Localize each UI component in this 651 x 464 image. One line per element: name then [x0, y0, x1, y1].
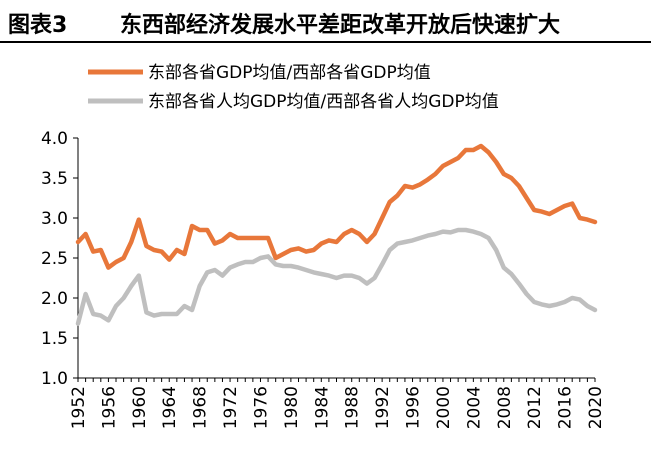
x-tick-label: 1984 [312, 386, 332, 429]
figure-title: 东西部经济发展水平差距改革开放后快速扩大 [120, 13, 561, 38]
x-tick-label: 1988 [343, 386, 363, 429]
y-tick-label: 1.0 [41, 369, 68, 389]
header-rule [0, 41, 651, 43]
legend: 东部各省GDP均值/西部各省GDP均值东部各省人均GDP均值/西部各省人均GDP… [88, 63, 499, 112]
x-tick-label: 2020 [586, 386, 606, 429]
y-tick-label: 4.0 [41, 129, 68, 149]
x-tick-label: 2016 [556, 386, 576, 429]
figure-label: 图表3 [8, 13, 68, 38]
series-line-1 [75, 143, 598, 270]
y-tick-label: 1.5 [41, 329, 68, 349]
x-tick-label: 2012 [525, 386, 545, 429]
x-tick-label: 2000 [434, 386, 454, 429]
x-tick-label: 1964 [160, 386, 180, 429]
x-tick-label: 1996 [404, 386, 424, 429]
y-tick-label: 2.5 [41, 249, 68, 269]
x-tick-label: 1956 [99, 386, 119, 429]
figure-header: 图表3 东西部经济发展水平差距改革开放后快速扩大 [0, 0, 651, 43]
x-tick-label: 1980 [282, 386, 302, 429]
x-tick-label: 1976 [251, 386, 271, 429]
x-tick-label: 1952 [69, 386, 89, 429]
x-tick-label: 2004 [464, 386, 484, 429]
tick-labels: 1.0 1.5 2.0 2.5 3.0 3.5 4.0 1952 1956 1960 1964 196… [41, 129, 606, 429]
x-tick-label: 1968 [191, 386, 211, 429]
legend-label-2: 东部各省人均GDP均值/西部各省人均GDP均值 [148, 92, 499, 112]
x-tick-label: 1972 [221, 386, 241, 429]
x-tick-label: 1992 [373, 386, 393, 429]
x-tick-label: 1960 [130, 386, 150, 429]
series-line-2 [75, 227, 598, 326]
y-tick-label: 2.0 [41, 289, 68, 309]
y-tick-label: 3.0 [41, 209, 68, 229]
y-tick-label: 3.5 [41, 169, 68, 189]
legend-label-1: 东部各省GDP均值/西部各省GDP均值 [148, 63, 431, 83]
axes [73, 137, 596, 382]
series-lines [75, 143, 598, 326]
x-tick-label: 2008 [495, 386, 515, 429]
